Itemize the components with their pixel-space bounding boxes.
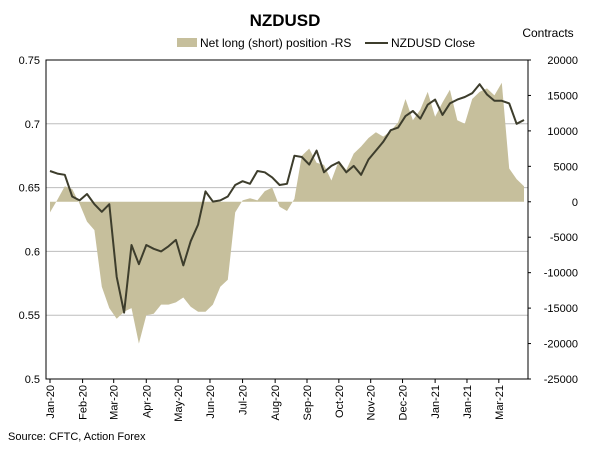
x-axis-tick-label: Mar-20 <box>109 385 121 420</box>
right-axis-tick-label: -10000 <box>544 268 578 280</box>
plot-frame <box>45 59 529 380</box>
right-axis-tick-label: -25000 <box>544 374 578 386</box>
legend-swatch-net-position <box>177 38 197 47</box>
right-axis-tick-label: 10000 <box>547 126 578 138</box>
right-axis-tick-label: -5000 <box>550 232 578 244</box>
left-axis-tick-label: 0.75 <box>19 55 40 67</box>
left-axis-tick-label: 0.5 <box>25 374 40 386</box>
x-axis-tick-label: Jun-20 <box>205 385 217 419</box>
legend: Net long (short) position -RS NZDUSD Clos… <box>177 36 475 50</box>
x-axis-tick-label: Mar-21 <box>494 385 506 420</box>
x-axis-tick-label: Aug-20 <box>270 385 282 420</box>
legend-label-net-position: Net long (short) position -RS <box>200 36 351 50</box>
legend-label-nzdusd: NZDUSD Close <box>391 36 475 50</box>
x-axis-tick-label: Jan-21 <box>462 385 474 419</box>
x-axis-tick-label: May-20 <box>173 385 185 422</box>
nzdusd-close-line <box>49 83 525 314</box>
right-axis-tick-label: 0 <box>572 197 578 209</box>
left-axis-tick-label: 0.7 <box>25 119 40 131</box>
x-axis-tick-label: Nov-20 <box>366 385 378 420</box>
left-axis-tick-label: 0.55 <box>19 310 40 322</box>
right-axis-tick-label: 5000 <box>554 161 578 173</box>
x-axis-tick-label: Oct-20 <box>334 385 346 418</box>
x-axis-tick-label: Apr-20 <box>141 385 153 418</box>
right-axis-tick-label: 15000 <box>547 90 578 102</box>
x-axis-tick-label: Dec-20 <box>398 385 410 420</box>
source-note: Source: CFTC, Action Forex <box>8 431 146 443</box>
x-axis-tick-label: Jan-21 <box>430 385 442 419</box>
net-position-area-layer <box>50 82 524 344</box>
left-axis-tick-label: 0.65 <box>19 183 40 195</box>
right-axis-tick-label: -15000 <box>544 303 578 315</box>
x-axis-tick-label: Sep-20 <box>302 385 314 420</box>
chart-title: NZDUSD <box>250 11 321 30</box>
right-axis-tick-label: 20000 <box>547 55 578 67</box>
x-axis-tick-label: Feb-20 <box>78 385 90 420</box>
axes: 0.5 0.55 0.6 0.65 0.7 0.75 -25000 -20000 -15000 -… <box>19 55 578 422</box>
nzdusd-line-layer <box>49 83 525 314</box>
x-axis-tick-label: Jul-20 <box>238 385 250 415</box>
right-axis-tick-label: -20000 <box>544 339 578 351</box>
right-axis-title: Contracts <box>522 26 573 40</box>
left-axis-tick-label: 0.6 <box>25 246 40 258</box>
x-axis-tick-label: Jan-20 <box>45 385 57 419</box>
net-position-area <box>50 82 524 344</box>
